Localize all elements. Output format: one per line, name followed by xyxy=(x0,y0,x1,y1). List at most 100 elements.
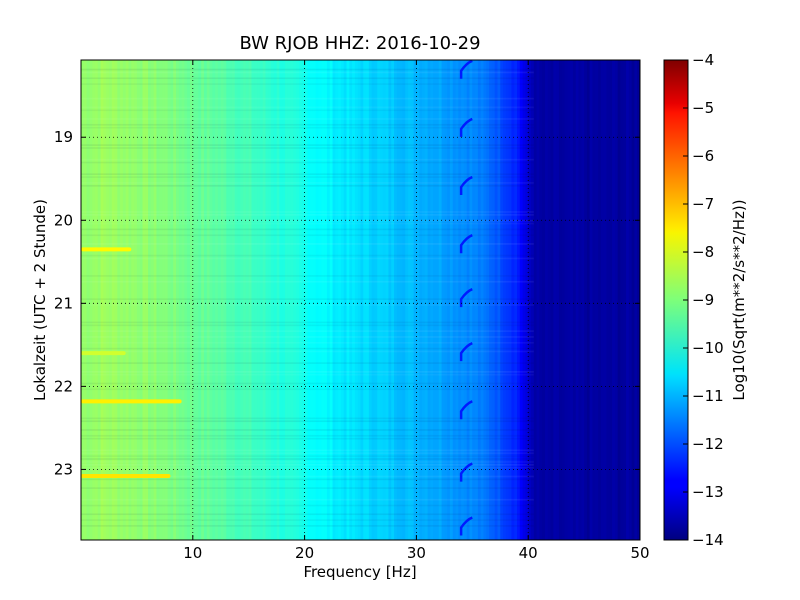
heatmap-column xyxy=(455,60,459,540)
colorbar-tick-label: −9 xyxy=(692,291,714,309)
heatmap-column xyxy=(231,60,236,540)
heatmap-column xyxy=(419,60,423,540)
periodic-feature xyxy=(459,341,473,362)
heatmap-row-streaks xyxy=(81,68,534,540)
heatmap-column xyxy=(181,60,186,540)
heatmap-column xyxy=(321,60,325,540)
colorbar: −4 −5 −6 −7 −8 −9 −10 −11 −12 −13 −14 Log10(Sqrt(m… xyxy=(663,51,748,549)
heatmap-column xyxy=(360,60,364,540)
heatmap-column xyxy=(245,60,250,540)
heatmap-column xyxy=(145,60,149,540)
heatmap-column xyxy=(349,60,353,540)
heatmap-column xyxy=(634,60,638,540)
bright-event xyxy=(81,474,171,479)
heatmap-column xyxy=(131,60,135,540)
heatmap-column xyxy=(125,60,130,540)
heatmap-column xyxy=(257,60,261,540)
heatmap-column xyxy=(273,60,278,540)
heatmap-column xyxy=(575,60,580,540)
heatmap-column xyxy=(600,60,605,540)
heatmap-column xyxy=(192,60,197,540)
heatmap-column xyxy=(139,60,144,540)
heatmap xyxy=(81,60,640,540)
heatmap-column xyxy=(329,60,334,540)
x-tick-label: 30 xyxy=(407,544,426,562)
heatmap-streak xyxy=(81,504,534,507)
plot-frame xyxy=(80,59,641,541)
heatmap-streak xyxy=(81,228,534,231)
heatmap-streak xyxy=(81,126,534,129)
heatmap-column xyxy=(547,60,552,540)
y-tick-label: 22 xyxy=(54,377,73,395)
heatmap-column xyxy=(368,60,373,540)
heatmap-streak xyxy=(81,519,534,521)
heatmap-column xyxy=(581,60,585,540)
heatmap-column xyxy=(226,60,230,540)
heatmap-column xyxy=(150,60,155,540)
periodic-feature xyxy=(459,234,473,254)
heatmap-column xyxy=(315,60,320,540)
heatmap-streak xyxy=(81,347,534,350)
heatmap-column xyxy=(472,60,476,540)
heatmap-column xyxy=(570,60,574,540)
colorbar-tick-label: −7 xyxy=(692,195,714,213)
heatmap-column xyxy=(103,60,107,540)
heatmap-column xyxy=(114,60,118,540)
heatmap-column xyxy=(148,60,152,540)
y-tick-label: 20 xyxy=(54,211,73,229)
heatmap-streak xyxy=(81,417,534,420)
heatmap-column xyxy=(405,60,409,540)
heatmap-column xyxy=(167,60,172,540)
heatmap-column xyxy=(156,60,160,540)
colorbar-tick-label: −6 xyxy=(692,147,714,165)
heatmap-column xyxy=(111,60,116,540)
heatmap-column xyxy=(539,60,543,540)
heatmap-column xyxy=(483,60,487,540)
heatmap-streak xyxy=(81,437,534,440)
heatmap-column xyxy=(354,60,359,540)
heatmap-streak xyxy=(81,71,534,74)
heatmap-column xyxy=(83,60,88,540)
heatmap-streak xyxy=(81,429,534,431)
periodic-feature xyxy=(459,287,473,308)
heatmap-column xyxy=(572,60,577,540)
heatmap-column xyxy=(237,60,241,540)
heatmap-column xyxy=(287,60,292,540)
heatmap-column xyxy=(97,60,102,540)
heatmap-column xyxy=(248,60,253,540)
heatmap-column xyxy=(201,60,205,540)
heatmap-column xyxy=(416,60,420,540)
heatmap-column xyxy=(310,60,314,540)
x-axis-label: Frequency [Hz] xyxy=(303,563,416,581)
heatmap-streak xyxy=(81,219,534,222)
heatmap-streak xyxy=(81,214,534,216)
heatmap-column xyxy=(511,60,515,540)
heatmap-column xyxy=(553,60,557,540)
colorbar-tick-label: −14 xyxy=(692,531,724,549)
heatmap-column xyxy=(282,60,286,540)
heatmap-streak xyxy=(81,68,534,71)
heatmap-column xyxy=(514,60,518,540)
heatmap-streak xyxy=(81,458,534,460)
heatmap-column xyxy=(550,60,554,540)
periodic-features xyxy=(459,60,473,536)
x-axis: 10 20 30 40 50 xyxy=(183,60,650,562)
heatmap-column xyxy=(170,60,174,540)
heatmap-column xyxy=(385,60,390,540)
heatmap-column xyxy=(318,60,322,540)
heatmap-column xyxy=(396,60,401,540)
heatmap-streak xyxy=(81,321,534,324)
heatmap-column xyxy=(410,60,415,540)
heatmap-column xyxy=(452,60,457,540)
heatmap-column xyxy=(159,60,163,540)
heatmap-column xyxy=(206,60,211,540)
heatmap-column xyxy=(215,60,219,540)
heatmap-column xyxy=(371,60,376,540)
colorbar-tick-label: −8 xyxy=(692,243,714,261)
heatmap-column xyxy=(86,60,90,540)
heatmap-column xyxy=(475,60,479,540)
heatmap-column xyxy=(578,60,582,540)
heatmap-streak xyxy=(81,382,534,385)
heatmap-column xyxy=(340,60,345,540)
heatmap-streak xyxy=(81,298,534,300)
